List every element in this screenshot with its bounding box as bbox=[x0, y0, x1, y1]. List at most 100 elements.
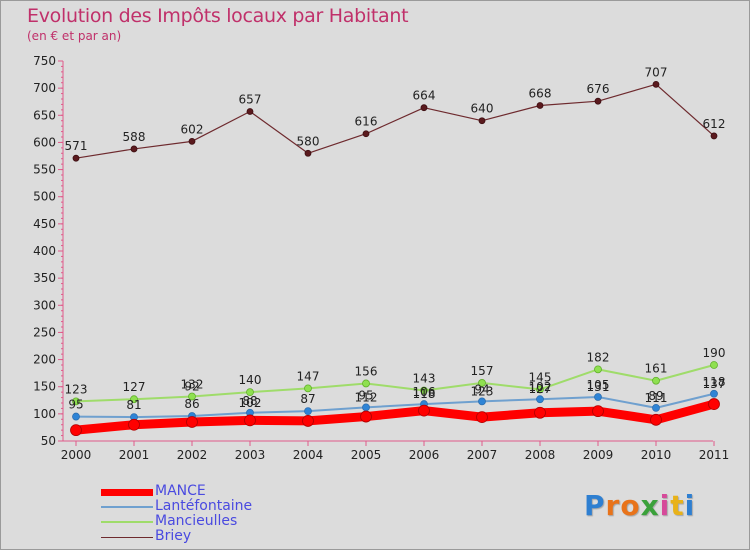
data-point bbox=[592, 405, 604, 418]
data-point bbox=[418, 404, 430, 417]
data-label: 132 bbox=[181, 377, 204, 391]
data-label: 147 bbox=[297, 369, 320, 383]
data-point bbox=[362, 379, 370, 388]
chart-subtitle: (en € et par an) bbox=[27, 29, 122, 43]
data-point bbox=[246, 388, 254, 397]
chart-axes: 50 100 150 200 250 300 350 400 450 500 550 600 650 70… bbox=[33, 54, 729, 462]
x-tick-label: 2009 bbox=[583, 448, 614, 462]
data-label: 105 bbox=[587, 378, 610, 392]
data-point bbox=[476, 411, 488, 424]
data-point bbox=[72, 154, 80, 162]
y-tick-label: 350 bbox=[33, 271, 56, 285]
data-point bbox=[594, 97, 602, 105]
data-point bbox=[708, 398, 720, 410]
data-label: 102 bbox=[239, 396, 262, 410]
data-label: 588 bbox=[123, 130, 146, 144]
series-layer bbox=[70, 80, 720, 437]
series-line-1 bbox=[75, 392, 715, 419]
data-point bbox=[594, 393, 602, 401]
data-label: 112 bbox=[355, 390, 378, 404]
data-label: 95 bbox=[68, 398, 83, 412]
y-tick-label: 700 bbox=[33, 81, 56, 95]
data-point bbox=[536, 395, 544, 404]
logo-letter: i bbox=[684, 489, 696, 522]
logo-letter: o bbox=[620, 489, 641, 522]
data-point bbox=[478, 397, 486, 406]
data-label: 86 bbox=[184, 397, 199, 411]
series-line-0 bbox=[71, 399, 719, 435]
x-tick-label: 2002 bbox=[177, 448, 208, 462]
data-label: 88 bbox=[242, 394, 257, 408]
data-point bbox=[650, 413, 662, 426]
data-point bbox=[362, 130, 370, 138]
data-point bbox=[710, 132, 718, 140]
data-label: 143 bbox=[413, 372, 436, 386]
legend-label: Briey bbox=[155, 528, 192, 544]
y-tick-label: 200 bbox=[33, 353, 56, 367]
data-point bbox=[710, 361, 718, 369]
y-tick-label: 600 bbox=[33, 135, 56, 149]
x-tick-label: 2003 bbox=[235, 448, 266, 462]
series-line-2 bbox=[75, 364, 715, 403]
data-label: 102 bbox=[529, 380, 552, 394]
data-label: 571 bbox=[65, 139, 88, 153]
x-tick-label: 2004 bbox=[293, 448, 324, 462]
data-point bbox=[478, 117, 486, 125]
data-point bbox=[304, 384, 312, 393]
legend-swatch bbox=[101, 521, 153, 523]
chart-title: Evolution des Impôts locaux par Habitant bbox=[27, 5, 409, 27]
data-label: 127 bbox=[123, 380, 146, 394]
legend-swatch bbox=[101, 506, 153, 508]
data-label: 668 bbox=[529, 87, 552, 101]
data-label: 676 bbox=[587, 82, 610, 96]
data-point bbox=[478, 379, 486, 387]
y-tick-label: 500 bbox=[33, 190, 56, 204]
data-point bbox=[420, 386, 428, 395]
y-tick-label: 550 bbox=[33, 163, 56, 177]
data-point bbox=[130, 395, 138, 404]
data-label: 92 bbox=[184, 379, 199, 393]
data-label: 123 bbox=[471, 384, 494, 398]
data-point bbox=[710, 389, 718, 398]
y-tick-label: 150 bbox=[33, 380, 56, 394]
y-tick-label: 50 bbox=[41, 434, 56, 448]
data-label: 580 bbox=[297, 134, 320, 148]
y-tick-label: 400 bbox=[33, 244, 56, 258]
logo-letter: r bbox=[605, 489, 621, 522]
data-point bbox=[246, 108, 254, 115]
x-tick-label: 2006 bbox=[409, 448, 440, 462]
data-point bbox=[652, 80, 660, 88]
x-tick-label: 2007 bbox=[467, 448, 498, 462]
data-label: 89 bbox=[648, 389, 663, 403]
data-point bbox=[360, 410, 372, 423]
data-label: 131 bbox=[587, 380, 610, 394]
data-label: 190 bbox=[703, 346, 726, 360]
data-point bbox=[536, 102, 544, 109]
data-label: 137 bbox=[703, 377, 726, 391]
data-point bbox=[304, 149, 312, 157]
data-label: 118 bbox=[703, 375, 726, 389]
data-point bbox=[536, 385, 544, 394]
data-point bbox=[70, 424, 82, 437]
x-tick-label: 2010 bbox=[641, 448, 672, 462]
data-point bbox=[130, 145, 138, 153]
y-tick-label: 100 bbox=[33, 407, 56, 421]
data-label: 616 bbox=[355, 115, 378, 129]
data-label: 81 bbox=[126, 398, 141, 412]
data-point bbox=[186, 416, 198, 428]
data-label: 140 bbox=[239, 373, 262, 387]
legend-swatch bbox=[101, 536, 153, 538]
data-point bbox=[652, 403, 660, 412]
data-label: 94 bbox=[474, 382, 489, 396]
logo-letter: t bbox=[670, 489, 685, 522]
data-point bbox=[652, 376, 660, 385]
x-tick-label: 2001 bbox=[119, 448, 150, 462]
data-point bbox=[302, 415, 314, 427]
logo-letter: i bbox=[659, 489, 671, 522]
logo-letter: x bbox=[640, 489, 660, 522]
data-point bbox=[420, 104, 428, 112]
data-point bbox=[594, 365, 602, 374]
x-tick-label: 2008 bbox=[525, 448, 556, 462]
